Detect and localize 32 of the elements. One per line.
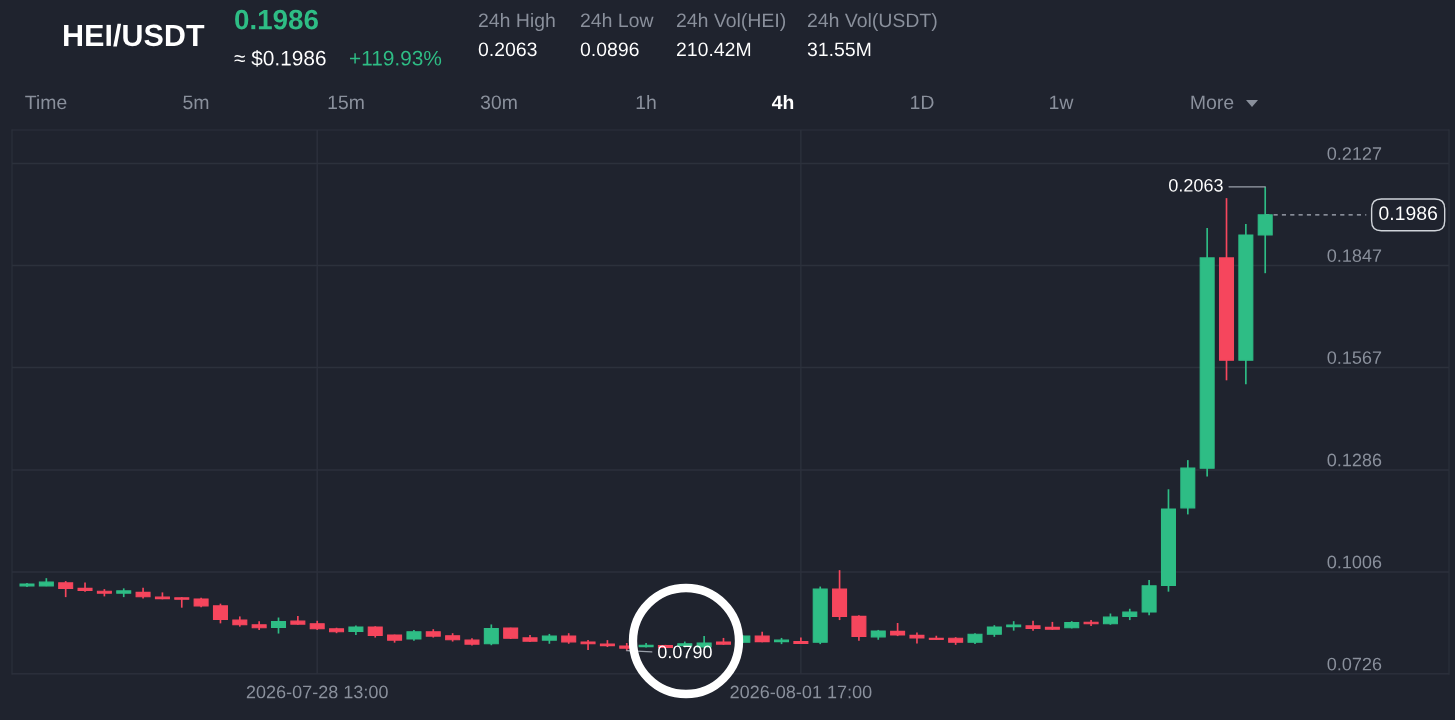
text: 1D [911, 95, 934, 110]
ref-line-label: 0.1986 [1379, 206, 1438, 221]
text: 1h [636, 94, 656, 110]
y-tick-label: 0.1286 [1327, 453, 1382, 467]
annotation: 0.0790 [658, 645, 712, 659]
y-tick-label: 0.1567 [1327, 351, 1382, 364]
text: 0.2063 [478, 42, 537, 57]
text: 15m [328, 95, 364, 110]
text: 24h High [478, 12, 555, 32]
text: Time [25, 94, 67, 110]
annotation: 0.2063 [1169, 178, 1223, 192]
text: 0.0896 [580, 42, 639, 57]
text: 30m [480, 95, 517, 110]
text: +119.93% [350, 50, 442, 66]
chart-title: HEI/USDT [64, 23, 205, 47]
text: 4h [771, 94, 794, 110]
y-tick-label: 0.1006 [1327, 555, 1382, 569]
x-tick-label: 2026-07-28 13:00 [246, 685, 388, 699]
text: ≈ $0.1986 [234, 49, 326, 67]
text: 5m [183, 95, 209, 110]
text: 0.1986 [235, 9, 318, 30]
text: 1w [1050, 95, 1074, 110]
text: 24h Vol(USDT) [807, 12, 937, 32]
text: 24h Vol(HEI) [676, 12, 786, 32]
text: 210.42M [676, 42, 751, 57]
x-tick-label: 2026-08-01 17:00 [730, 685, 872, 699]
y-tick-label: 0.1847 [1327, 249, 1382, 262]
y-tick-label: 0.2127 [1327, 147, 1382, 160]
text: 24h Low [580, 12, 654, 28]
text: 31.55M [807, 42, 871, 57]
text: More [1191, 95, 1234, 110]
y-tick-label: 0.0726 [1327, 657, 1382, 671]
